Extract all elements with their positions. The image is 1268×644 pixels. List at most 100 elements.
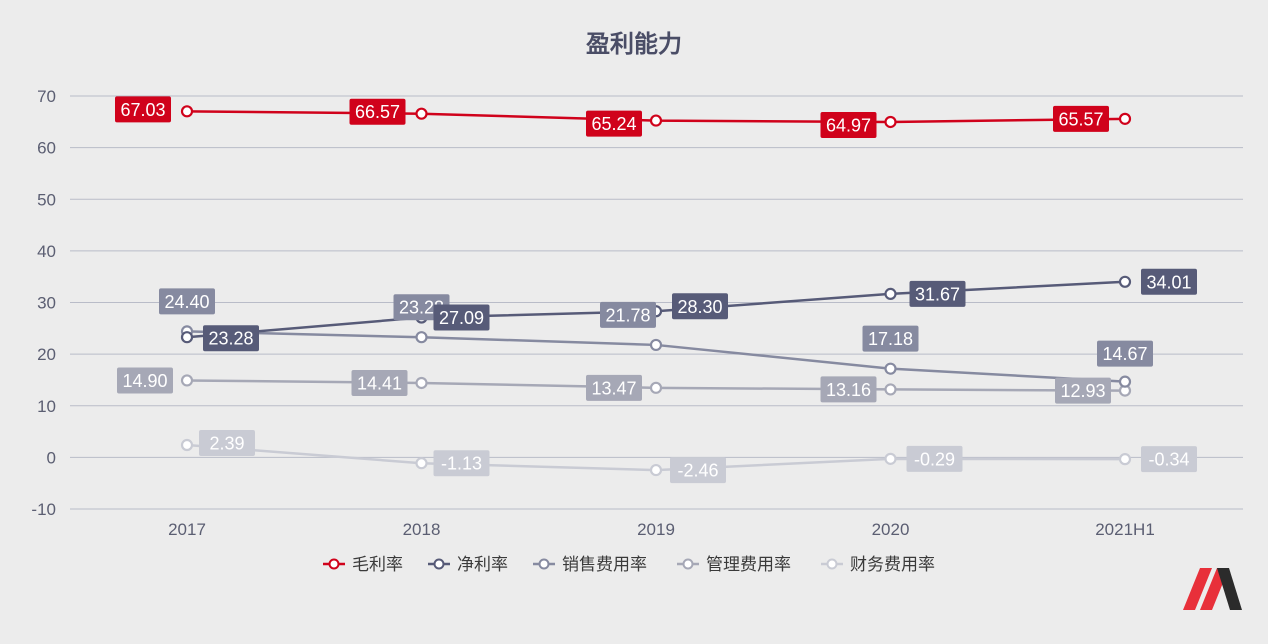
data-label: 65.24 [591, 114, 636, 134]
data-label: 14.41 [357, 373, 402, 393]
data-label-box [586, 110, 642, 137]
data-label: 64.97 [826, 115, 871, 135]
data-label: 12.93 [1060, 381, 1105, 401]
data-label: 24.40 [164, 292, 209, 312]
data-point [1118, 275, 1132, 288]
data-point [884, 115, 897, 129]
data-label-box [1097, 340, 1153, 367]
data-point [649, 338, 663, 352]
data-point [180, 331, 194, 344]
legend-marker-icon [826, 558, 838, 570]
data-point [649, 381, 663, 394]
legend-marker-icon [538, 558, 550, 570]
data-label: 66.57 [355, 102, 400, 122]
data-label-box [820, 376, 877, 403]
legend: 毛利率 净利率 销售费用率 管理费用率 财务费用率 [323, 555, 935, 574]
data-label: -2.46 [677, 461, 718, 481]
data-point [1118, 112, 1132, 125]
y-tick-label: -10 [31, 500, 56, 519]
legend-marker-icon [328, 558, 340, 570]
data-point [180, 105, 194, 118]
data-label: 28.30 [677, 297, 722, 317]
legend-label: 净利率 [457, 555, 508, 574]
data-point [415, 457, 428, 470]
data-label: 23.28 [399, 298, 444, 318]
data-label-box [199, 430, 255, 457]
data-point [649, 114, 663, 127]
legend-marker-icon [433, 558, 445, 570]
data-point [884, 383, 897, 396]
data-label-box [1141, 446, 1197, 473]
legend-item[interactable]: 管理费用率 [677, 555, 791, 574]
data-label-box [820, 111, 877, 138]
data-label-box [1055, 377, 1111, 404]
data-point [415, 376, 428, 390]
data-label-box [203, 325, 259, 352]
data-label: 14.90 [122, 371, 167, 391]
y-tick-label: 70 [37, 87, 56, 106]
y-axis-ticks: -10 0 10 20 30 40 50 60 70 [31, 87, 56, 519]
data-label-box [586, 374, 642, 401]
y-tick-label: 30 [37, 294, 56, 313]
legend-label: 财务费用率 [850, 555, 935, 574]
data-label-box [906, 445, 963, 472]
data-point [180, 438, 194, 452]
x-tick-label: 2018 [403, 520, 441, 539]
legend-item[interactable]: 毛利率 [323, 555, 403, 574]
data-label-box [862, 325, 919, 352]
data-label: 34.01 [1146, 272, 1191, 292]
data-label: -0.29 [914, 449, 955, 469]
data-label: 23.28 [208, 329, 253, 349]
legend-item[interactable]: 财务费用率 [821, 555, 935, 574]
data-label-box [159, 288, 215, 315]
data-label-box [117, 367, 173, 394]
x-axis-ticks: 2017 2018 2019 2020 2021H1 [168, 520, 1155, 539]
legend-label: 管理费用率 [706, 555, 791, 574]
data-label-box [433, 450, 490, 477]
legend-label: 毛利率 [352, 555, 403, 574]
data-label-box [115, 96, 171, 123]
data-label-box [349, 98, 406, 125]
data-label: 31.67 [915, 284, 960, 304]
x-tick-label: 2020 [872, 520, 910, 539]
data-label: 65.57 [1058, 109, 1103, 129]
data-label: 27.09 [439, 308, 484, 328]
data-label: 14.67 [1102, 344, 1147, 364]
legend-label: 销售费用率 [562, 555, 647, 574]
data-point [180, 374, 194, 387]
y-tick-label: 10 [37, 397, 56, 416]
data-label-box [351, 369, 408, 396]
y-tick-label: 60 [37, 139, 56, 158]
data-label: 21.78 [605, 305, 650, 325]
data-point [884, 362, 897, 375]
y-tick-label: 40 [37, 242, 56, 261]
data-labels: 2.39 -1.13 -2.46 -0.29 -0.34 14.90 14.41 13.47 1… [115, 96, 1197, 484]
data-label-box [672, 293, 728, 320]
data-label: -0.34 [1148, 450, 1189, 470]
data-label: 17.18 [868, 329, 913, 349]
data-label-box [1053, 105, 1109, 132]
data-point [415, 331, 428, 344]
data-point [415, 107, 428, 120]
data-label: 67.03 [120, 100, 165, 120]
data-label: -1.13 [441, 454, 482, 474]
chart-title: 盈利能力 [585, 30, 682, 58]
data-label: 2.39 [209, 434, 244, 454]
data-label: 13.16 [826, 380, 871, 400]
legend-item[interactable]: 净利率 [428, 555, 508, 574]
legend-item[interactable]: 销售费用率 [533, 555, 647, 574]
y-tick-label: 20 [37, 345, 56, 364]
data-label-box [600, 301, 656, 328]
data-label: 13.47 [591, 378, 636, 398]
x-tick-label: 2019 [637, 520, 675, 539]
brand-logo-icon [1183, 568, 1242, 610]
data-point [1118, 375, 1132, 388]
legend-marker-icon [682, 558, 694, 570]
y-tick-label: 50 [37, 190, 56, 209]
x-tick-label: 2017 [168, 520, 206, 539]
data-label-box [1141, 268, 1197, 295]
data-point [1118, 453, 1132, 466]
data-point [884, 452, 897, 465]
data-point [649, 463, 663, 477]
